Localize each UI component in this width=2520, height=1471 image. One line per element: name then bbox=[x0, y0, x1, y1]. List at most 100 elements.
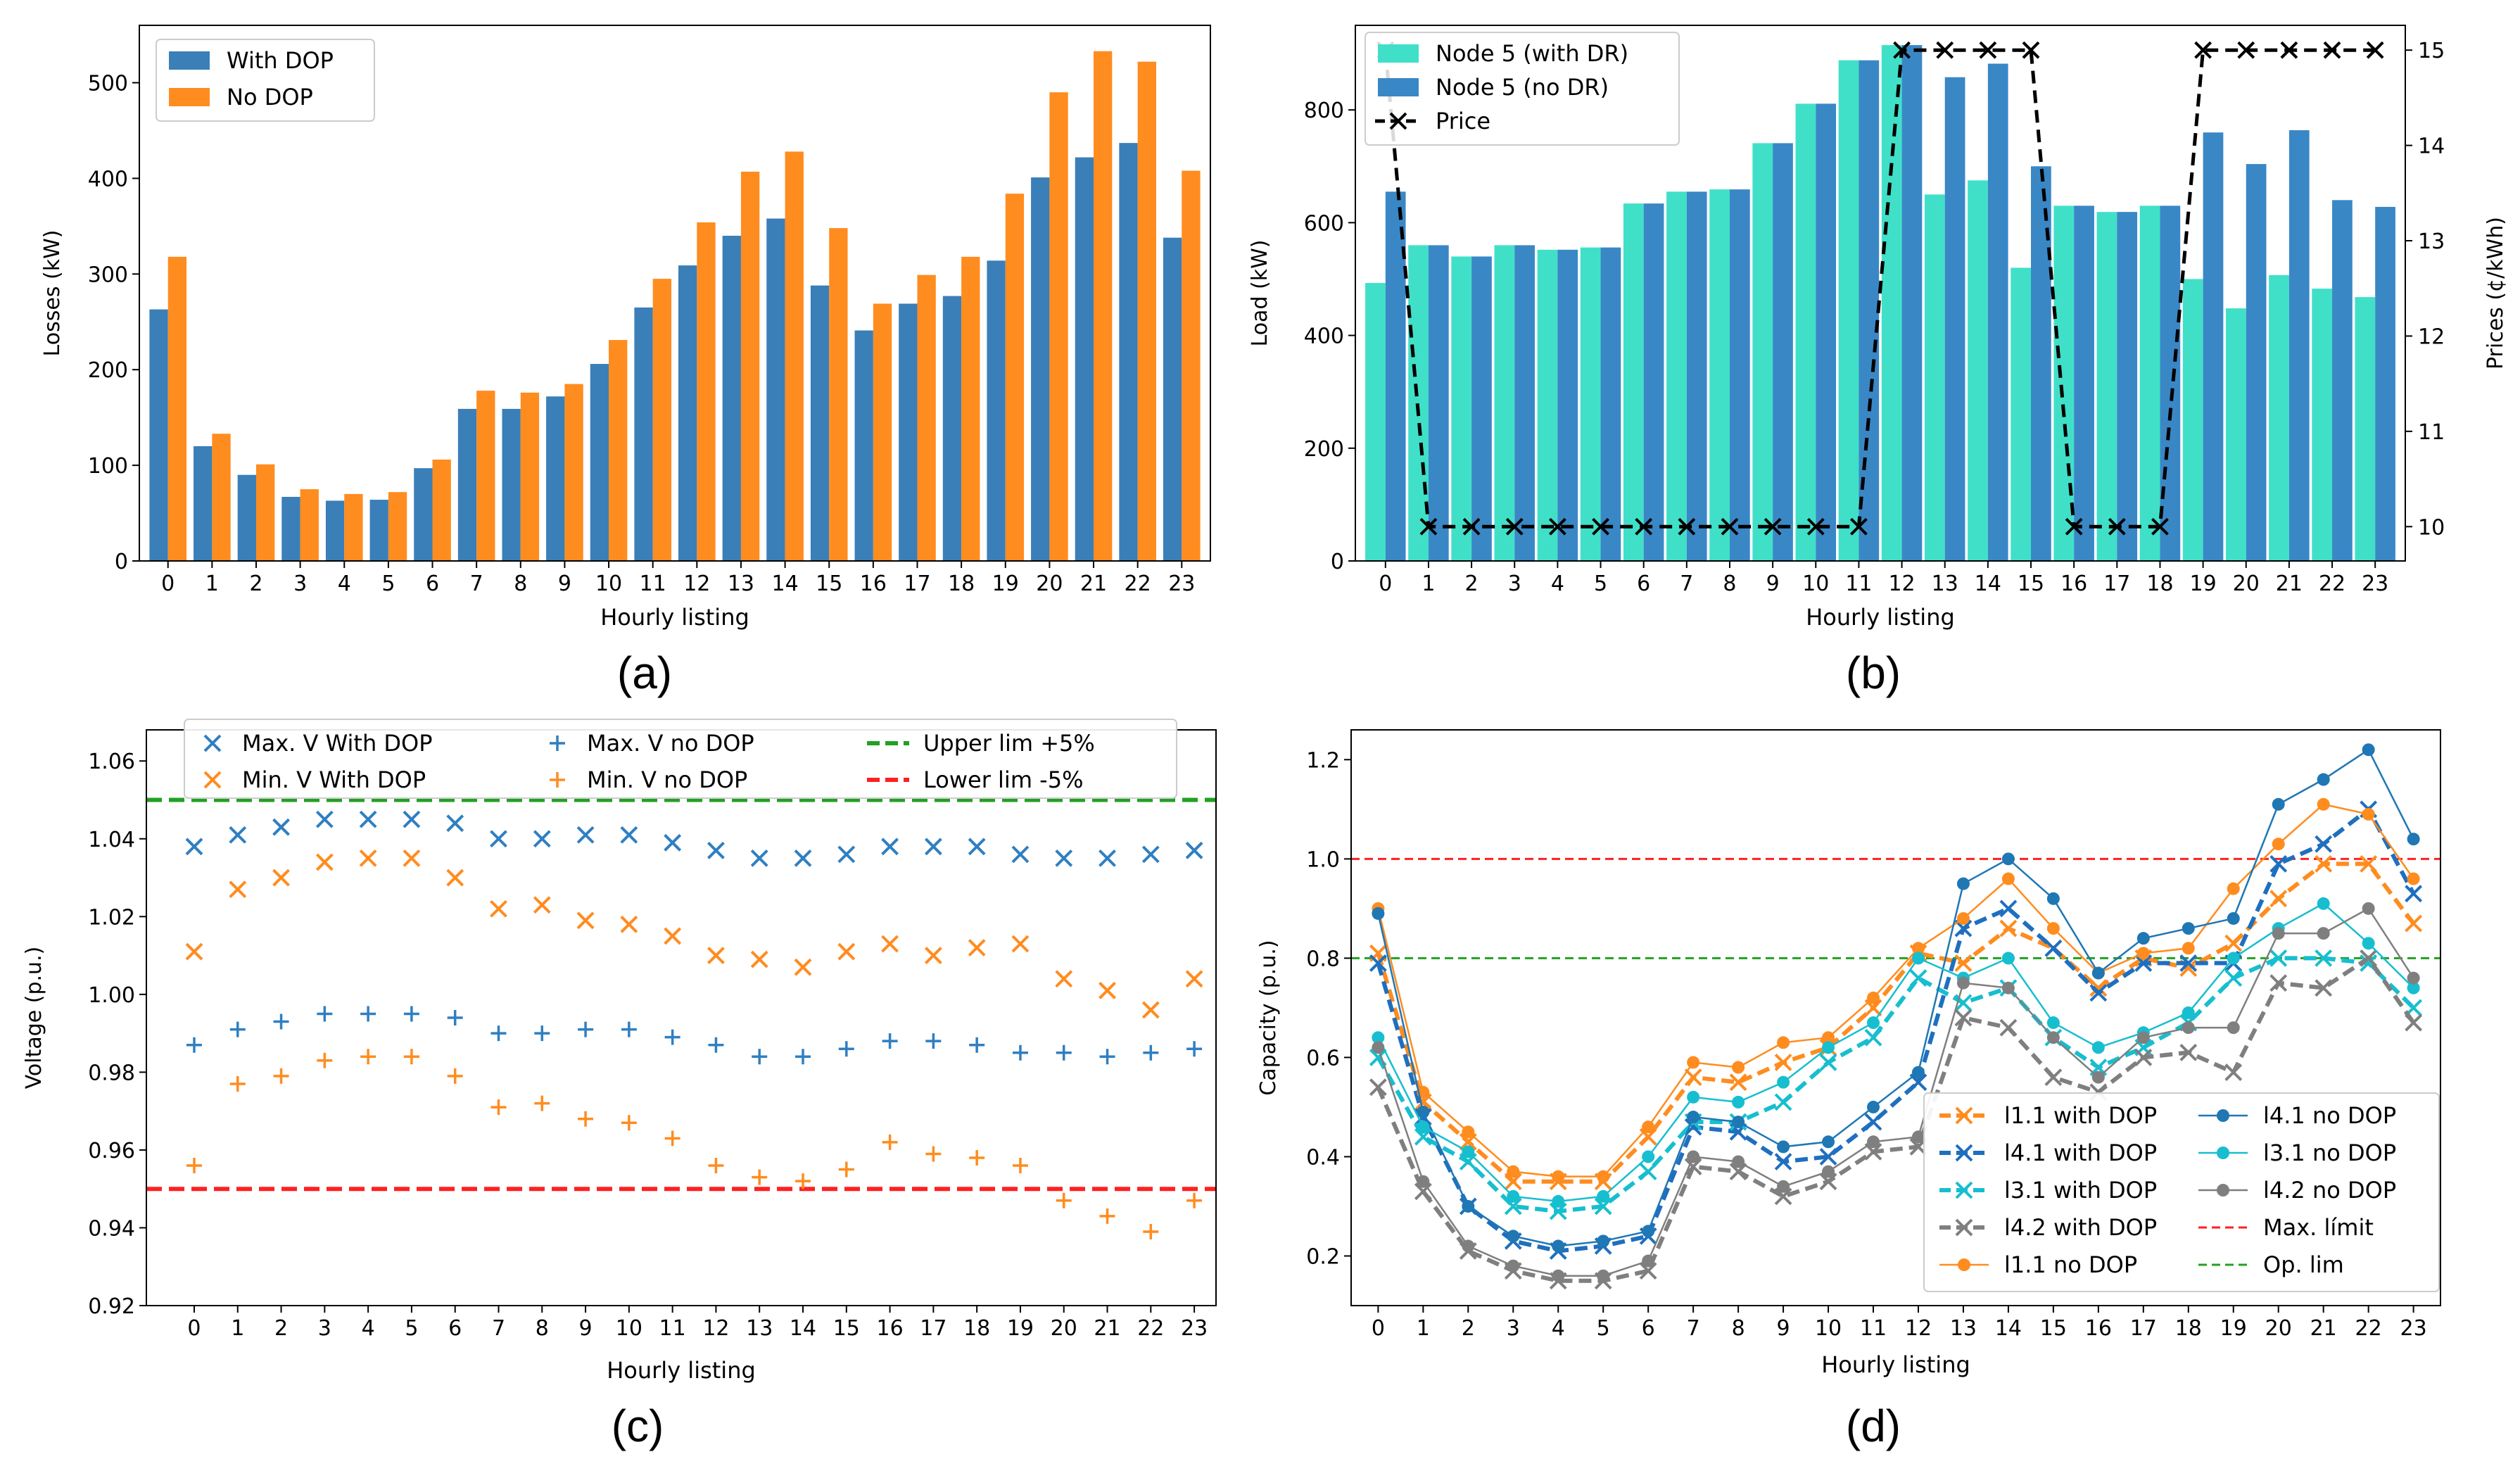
capacity-marker bbox=[1911, 1066, 1925, 1079]
capacity-marker bbox=[1549, 1202, 1567, 1220]
bar-with-dop bbox=[854, 330, 873, 561]
legend-marker bbox=[1389, 112, 1407, 130]
bar-with-dr bbox=[1494, 245, 1515, 561]
capacity-marker bbox=[1822, 1041, 1835, 1054]
capacity-marker bbox=[2046, 1016, 2060, 1030]
voltage-marker bbox=[969, 1037, 985, 1053]
legend-label: Min. V no DOP bbox=[587, 766, 747, 793]
voltage-marker bbox=[1143, 1223, 1159, 1239]
x-tick-label: 0 bbox=[1379, 572, 1392, 596]
capacity-marker bbox=[1639, 1163, 1657, 1181]
x-tick-label: 22 bbox=[2319, 572, 2345, 596]
x-axis-label: Hourly listing bbox=[607, 1357, 756, 1384]
price-marker bbox=[2366, 41, 2384, 59]
price-marker bbox=[2323, 41, 2341, 59]
bar-with-dr bbox=[1365, 283, 1386, 561]
voltage-marker bbox=[881, 935, 899, 953]
voltage-marker bbox=[752, 1169, 768, 1185]
capacity-marker bbox=[1956, 877, 1970, 890]
capacity-marker bbox=[1642, 1120, 1655, 1134]
x-tick-label: 19 bbox=[1007, 1316, 1034, 1341]
x-tick-label: 0 bbox=[187, 1316, 201, 1341]
legend-label: No DOP bbox=[227, 84, 313, 111]
voltage-marker bbox=[576, 826, 595, 844]
voltage-marker bbox=[534, 1095, 550, 1111]
voltage-marker bbox=[403, 1006, 419, 1022]
capacity-marker bbox=[2046, 922, 2060, 935]
capacity-marker bbox=[1819, 1148, 1837, 1166]
y-tick-label: 200 bbox=[88, 358, 128, 383]
y-tick-label: 0 bbox=[1331, 550, 1344, 574]
bar-no-dr bbox=[1514, 245, 1535, 561]
bar-with-dr bbox=[2182, 279, 2203, 561]
legend-label: Op. lim bbox=[2263, 1251, 2344, 1278]
price-marker bbox=[1548, 517, 1566, 536]
capacity-marker bbox=[1774, 1093, 1792, 1111]
y-tick-label: 400 bbox=[1304, 324, 1344, 349]
x-tick-label: 2 bbox=[1465, 572, 1479, 596]
price-marker bbox=[2022, 41, 2040, 59]
panel-c-voltage-chart: 0.920.940.960.981.001.021.041.060 1 2 3 4 5 6 7… bbox=[22, 719, 1217, 1384]
voltage-marker bbox=[315, 853, 334, 871]
price-marker bbox=[1678, 517, 1696, 536]
capacity-marker bbox=[1552, 1194, 1565, 1208]
capacity-marker bbox=[1999, 1018, 2018, 1037]
x-tick-label: 2 bbox=[1462, 1316, 1475, 1341]
y-tick-label: 0.2 bbox=[1306, 1244, 1340, 1269]
x-tick-label: 13 bbox=[728, 572, 754, 596]
legend-label: l4.2 with DOP bbox=[2004, 1214, 2157, 1241]
capacity-marker bbox=[1911, 952, 1925, 965]
legend-label: Max. límit bbox=[2263, 1214, 2374, 1241]
bar-with-dr bbox=[1752, 143, 1773, 562]
legend-swatch bbox=[169, 51, 210, 70]
bar-with-dr bbox=[1881, 45, 1902, 561]
bar-no-dr bbox=[2031, 166, 2051, 561]
x-tick-label: 23 bbox=[2362, 572, 2388, 596]
x-tick-label: 19 bbox=[2190, 572, 2217, 596]
voltage-marker bbox=[664, 1130, 680, 1147]
voltage-marker bbox=[446, 869, 464, 887]
capacity-marker bbox=[1642, 1150, 1655, 1163]
capacity-marker bbox=[1552, 1269, 1565, 1282]
voltage-marker bbox=[578, 1111, 594, 1127]
price-marker bbox=[2151, 517, 2169, 536]
bar-with-dop bbox=[194, 446, 213, 561]
legend-marker bbox=[550, 772, 565, 788]
x-tick-label: 10 bbox=[1815, 1316, 1842, 1341]
capacity-marker bbox=[1729, 1163, 1747, 1181]
x-tick-label: 3 bbox=[1508, 572, 1521, 596]
y-axis-label: Load (kW) bbox=[1248, 240, 1272, 347]
capacity-marker bbox=[1552, 1239, 1565, 1253]
x-tick-label: 17 bbox=[2103, 572, 2130, 596]
voltage-marker bbox=[1099, 1208, 1115, 1224]
capacity-marker bbox=[2182, 922, 2195, 935]
capacity-line bbox=[1376, 806, 2416, 1254]
capacity-marker bbox=[1774, 1153, 1792, 1170]
capacity-marker bbox=[2317, 797, 2330, 811]
legend-label: Max. V With DOP bbox=[242, 730, 433, 757]
x-tick-label: 10 bbox=[1802, 572, 1829, 596]
legend-label: l4.1 with DOP bbox=[2004, 1139, 2157, 1166]
x-tick-label: 15 bbox=[2040, 1316, 2067, 1341]
y-tick-label: 400 bbox=[88, 167, 128, 191]
bar-no-dr bbox=[1471, 256, 1492, 561]
voltage-marker bbox=[317, 1006, 333, 1022]
y-tick-label: 0.6 bbox=[1306, 1046, 1340, 1071]
y2-axis-label: Prices (¢/kWh) bbox=[2483, 217, 2508, 370]
voltage-marker bbox=[1186, 1041, 1203, 1057]
x-tick-label: 14 bbox=[771, 572, 798, 596]
voltage-marker bbox=[273, 1068, 289, 1084]
price-marker bbox=[1893, 41, 1911, 59]
price-marker bbox=[2108, 517, 2126, 536]
x-tick-label: 13 bbox=[1932, 572, 1958, 596]
price-marker bbox=[1979, 41, 1997, 59]
voltage-marker bbox=[1012, 1044, 1028, 1061]
voltage-marker bbox=[707, 947, 725, 964]
price-marker bbox=[2194, 41, 2212, 59]
legend-marker bbox=[203, 734, 222, 752]
capacity-marker bbox=[1864, 1113, 1882, 1131]
capacity-marker bbox=[1732, 1061, 1745, 1074]
y-tick-label: 800 bbox=[1304, 99, 1344, 123]
y-axis-label: Losses (kW) bbox=[40, 230, 65, 357]
voltage-marker bbox=[882, 1033, 898, 1049]
